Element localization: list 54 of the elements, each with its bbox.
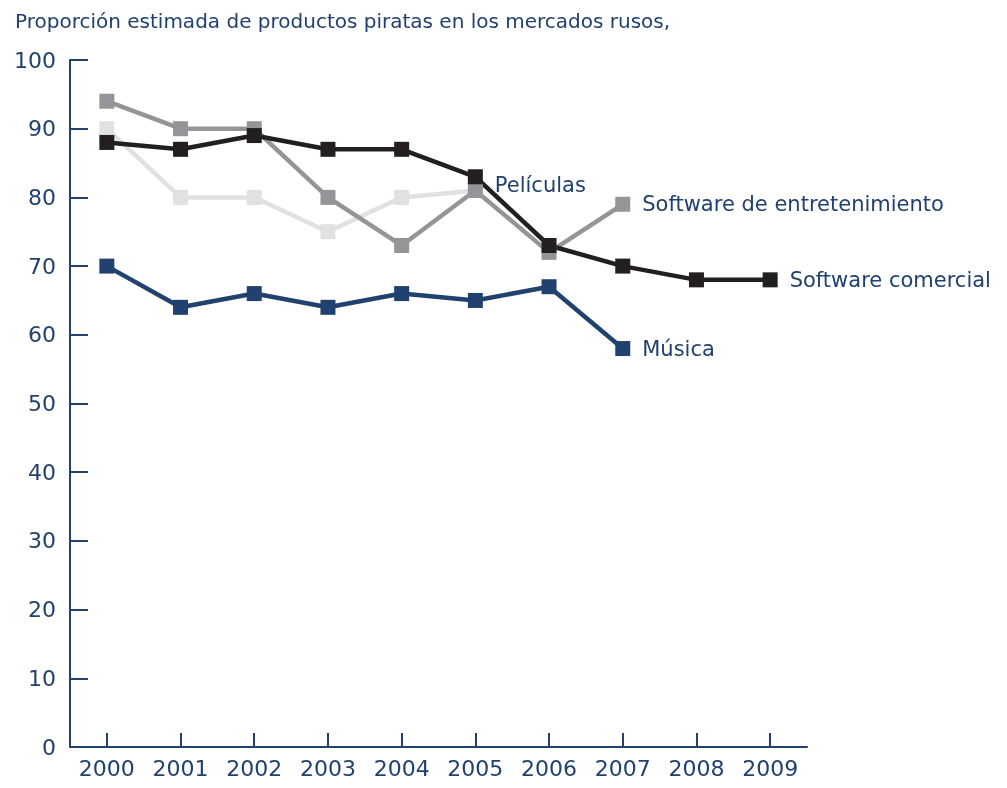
point [615, 196, 631, 212]
point [394, 237, 410, 253]
point [320, 141, 336, 157]
chart-title: Proporción estimada de productos piratas en los mercados rusos, [15, 9, 671, 33]
point [246, 189, 262, 205]
point [394, 189, 410, 205]
x-tick-label: 2005 [447, 755, 504, 781]
x-tick-label: 2003 [299, 755, 356, 781]
point [173, 141, 189, 157]
point [99, 258, 115, 274]
point [173, 121, 189, 137]
x-tick-label: 2001 [152, 755, 209, 781]
y-tick-label: 20 [28, 597, 56, 623]
point [615, 341, 631, 357]
point [320, 189, 336, 205]
point [320, 224, 336, 240]
series-label: Software de entretenimiento [642, 192, 944, 217]
x-tick-label: 2002 [226, 755, 283, 781]
x-tick-label: 2006 [521, 755, 578, 781]
y-tick-label: 10 [28, 665, 56, 691]
point [688, 272, 704, 288]
point [394, 141, 410, 157]
point [467, 169, 483, 185]
point [394, 286, 410, 302]
point [320, 299, 336, 315]
y-tick-label: 90 [28, 116, 56, 142]
x-tick-label: 2008 [668, 755, 725, 781]
series-label: Películas [494, 172, 586, 197]
x-tick-label: 2009 [742, 755, 799, 781]
point [246, 286, 262, 302]
y-tick-label: 40 [28, 459, 56, 485]
x-tick-label: 2007 [594, 755, 651, 781]
point [615, 258, 631, 274]
point [246, 128, 262, 144]
point [173, 299, 189, 315]
x-tick-label: 2004 [373, 755, 430, 781]
point [467, 292, 483, 308]
point [173, 189, 189, 205]
y-tick-label: 70 [28, 253, 56, 279]
series-label: Música [642, 336, 715, 361]
point [541, 279, 557, 295]
y-tick-label: 60 [28, 322, 56, 348]
point [541, 237, 557, 253]
series-label: Software comercial [789, 267, 991, 292]
point [99, 134, 115, 150]
point [762, 272, 778, 288]
point [99, 121, 115, 137]
point [99, 93, 115, 109]
y-tick-label: 30 [28, 528, 56, 554]
y-tick-label: 100 [14, 47, 56, 73]
y-tick-label: 80 [28, 184, 56, 210]
y-tick-label: 50 [28, 391, 56, 416]
x-tick-label: 2000 [78, 755, 135, 781]
y-tick-label: 0 [42, 734, 56, 760]
